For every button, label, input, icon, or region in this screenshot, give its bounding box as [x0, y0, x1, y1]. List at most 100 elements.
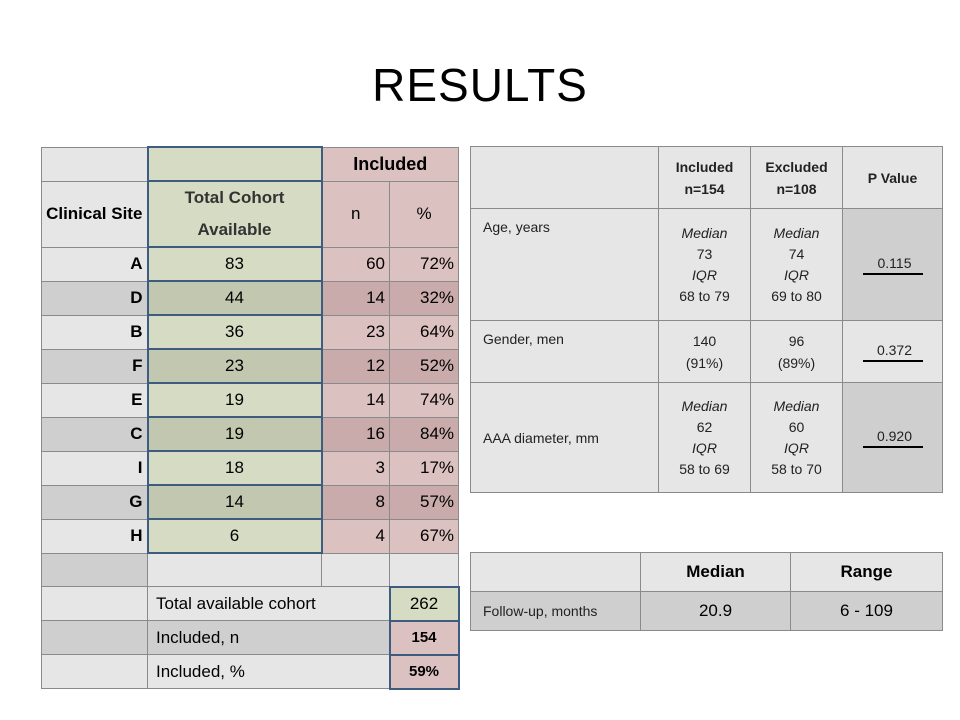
total-cell: 44: [146, 280, 323, 316]
table-cell: [41, 552, 148, 587]
range-value: 6 - 109: [790, 591, 943, 631]
site-cell: B: [41, 314, 148, 350]
stat-value: (89%): [777, 354, 816, 371]
pct-cell: 72%: [388, 246, 460, 282]
stat-value: 58 to 70: [771, 460, 822, 477]
page-title: RESULTS: [372, 59, 588, 111]
table-cell: [470, 146, 659, 209]
summary-label: Total available cohort: [147, 586, 390, 621]
n-cell: 16: [321, 416, 390, 452]
summary-label: Included, %: [147, 654, 390, 689]
n-cell: 14: [321, 280, 390, 316]
table-row: D 44 14 32%: [41, 280, 460, 316]
pct-cell: 32%: [388, 280, 460, 316]
total-cell: 18: [146, 450, 323, 486]
age-included-cell: Median 73 IQR 68 to 79: [658, 208, 751, 321]
pct-cell: 74%: [388, 382, 460, 418]
diameter-excluded-cell: Median 60 IQR 58 to 70: [750, 382, 843, 493]
stat-value: 74: [788, 245, 805, 262]
site-cell: F: [41, 348, 148, 384]
pct-cell: 84%: [388, 416, 460, 452]
n-cell: 23: [321, 314, 390, 350]
pct-header: %: [388, 180, 460, 248]
total-cell: 83: [146, 246, 323, 282]
stat-value: 73: [696, 245, 713, 262]
site-cell: A: [41, 246, 148, 282]
gender-excluded-cell: 96 (89%): [750, 320, 843, 383]
excluded-col-header: Excluded n=108: [750, 146, 843, 209]
n-cell: 3: [321, 450, 390, 486]
range-header: Range: [790, 552, 943, 592]
stat-value: 140: [692, 332, 717, 349]
table-cell: [41, 654, 148, 689]
table-cell: [147, 552, 322, 587]
total-cell: 19: [146, 382, 323, 418]
table-cell: [41, 620, 148, 655]
clinical-site-table: Included Clinical Site Total Cohort Avai…: [41, 146, 460, 690]
row-label: Age, years: [470, 208, 659, 321]
stat-value: 62: [696, 418, 713, 435]
clinical-site-header: Clinical Site: [41, 180, 148, 248]
row-label: AAA diameter, mm: [470, 382, 659, 493]
n-cell: 60: [321, 246, 390, 282]
median-header: Median: [640, 552, 791, 592]
total-cell: 19: [146, 416, 323, 452]
stat-label: Median: [681, 397, 728, 414]
stat-label: IQR: [784, 266, 809, 283]
n-cell: 14: [321, 382, 390, 418]
total-cell: 14: [146, 484, 323, 520]
site-cell: D: [41, 280, 148, 316]
table-row: C 19 16 84%: [41, 416, 460, 452]
table-cell: [470, 552, 641, 592]
age-excluded-cell: Median 74 IQR 69 to 80: [750, 208, 843, 321]
pct-cell: 57%: [388, 484, 460, 520]
included-header: Included: [320, 146, 460, 182]
stat-label: IQR: [784, 439, 809, 456]
gender-included-cell: 140 (91%): [658, 320, 751, 383]
p-value: 0.920: [862, 428, 923, 448]
table-cell: [388, 552, 460, 587]
table-cell: [41, 146, 148, 182]
table-row: I 18 3 17%: [41, 450, 460, 486]
stat-value: (91%): [685, 354, 724, 371]
stat-value: 58 to 69: [679, 460, 730, 477]
p-value: 0.372: [862, 342, 923, 362]
followup-table: Median Range Follow-up, months 20.9 6 - …: [470, 552, 943, 631]
n-cell: 4: [321, 518, 390, 554]
site-cell: I: [41, 450, 148, 486]
site-cell: E: [41, 382, 148, 418]
demographics-table: Included n=154 Excluded n=108 P Value Ag…: [470, 146, 943, 493]
total-cohort-header: Total Cohort Available: [146, 180, 323, 248]
table-row: E 19 14 74%: [41, 382, 460, 418]
included-col-header: Included n=154: [658, 146, 751, 209]
stat-label: IQR: [692, 266, 717, 283]
row-label: Follow-up, months: [470, 591, 641, 631]
total-cell: 23: [146, 348, 323, 384]
stat-label: Median: [773, 224, 820, 241]
table-cell: [146, 146, 323, 182]
stat-label: IQR: [692, 439, 717, 456]
site-cell: G: [41, 484, 148, 520]
table-cell: [41, 586, 148, 621]
stat-label: Median: [773, 397, 820, 414]
stat-label: Median: [681, 224, 728, 241]
summary-label: Included, n: [147, 620, 390, 655]
pvalue-col-header: P Value: [842, 146, 943, 209]
stat-value: 68 to 79: [679, 287, 730, 304]
n-cell: 12: [321, 348, 390, 384]
summary-value: 262: [388, 585, 460, 622]
table-row: B 36 23 64%: [41, 314, 460, 350]
p-value: 0.115: [862, 255, 923, 275]
n-cell: 8: [321, 484, 390, 520]
total-cell: 36: [146, 314, 323, 350]
pct-cell: 17%: [388, 450, 460, 486]
table-row: A 83 60 72%: [41, 246, 460, 282]
pct-cell: 64%: [388, 314, 460, 350]
p-value-cell: 0.372: [842, 320, 943, 383]
pct-cell: 67%: [388, 518, 460, 554]
site-cell: C: [41, 416, 148, 452]
table-cell: [321, 552, 390, 587]
stat-value: 60: [788, 418, 805, 435]
summary-value: 154: [388, 619, 460, 656]
pct-cell: 52%: [388, 348, 460, 384]
